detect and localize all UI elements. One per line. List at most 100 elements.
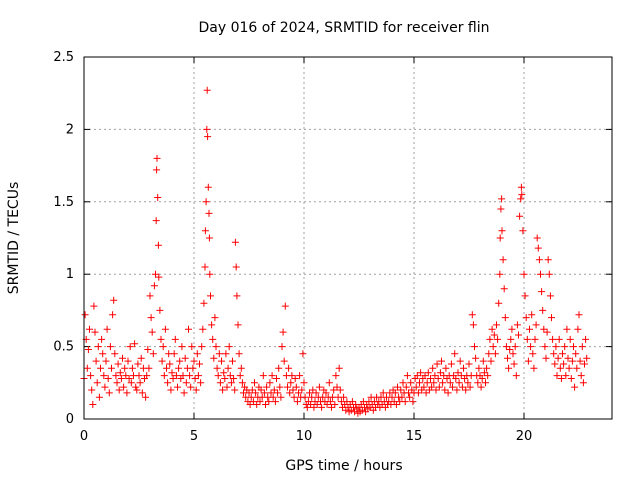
data-point xyxy=(298,386,306,394)
data-point xyxy=(233,292,241,300)
data-point xyxy=(252,389,260,397)
data-point xyxy=(310,403,318,411)
data-point xyxy=(271,398,279,406)
data-point xyxy=(482,379,489,387)
data-point xyxy=(438,357,445,365)
data-point xyxy=(533,234,541,242)
data-point xyxy=(427,375,434,382)
data-point xyxy=(275,364,283,372)
data-point xyxy=(421,372,429,380)
data-point xyxy=(506,346,514,353)
data-point xyxy=(86,325,93,333)
data-point xyxy=(166,360,174,368)
data-point xyxy=(452,375,460,382)
data-point xyxy=(567,375,575,382)
data-point xyxy=(512,372,520,380)
data-point xyxy=(146,292,154,300)
data-point xyxy=(527,343,535,351)
data-point xyxy=(143,372,151,380)
data-point xyxy=(83,364,91,372)
data-point xyxy=(204,183,212,191)
data-point xyxy=(565,364,573,372)
data-point xyxy=(551,360,559,368)
data-point xyxy=(204,133,212,141)
data-point xyxy=(245,389,253,397)
data-point xyxy=(516,212,524,220)
data-point xyxy=(401,398,409,406)
data-point xyxy=(111,350,119,358)
data-point xyxy=(203,125,211,133)
data-point xyxy=(330,386,338,394)
data-point xyxy=(152,217,160,225)
data-point xyxy=(549,335,557,343)
data-point xyxy=(502,343,510,351)
data-point xyxy=(431,372,439,380)
data-point xyxy=(560,360,568,368)
data-point xyxy=(505,364,513,372)
data-point xyxy=(168,369,176,377)
data-point xyxy=(509,350,517,358)
data-point xyxy=(435,383,443,391)
data-point xyxy=(191,375,199,382)
data-point xyxy=(523,335,531,343)
data-point xyxy=(313,401,321,408)
data-point xyxy=(174,383,181,391)
data-point xyxy=(277,393,285,401)
data-point xyxy=(215,350,223,358)
data-point xyxy=(428,383,436,391)
data-point xyxy=(518,191,526,199)
data-point xyxy=(582,335,590,343)
data-point xyxy=(556,364,564,372)
data-point xyxy=(513,321,521,329)
data-point xyxy=(216,379,224,387)
data-point xyxy=(477,383,485,391)
data-point xyxy=(153,154,161,162)
data-point xyxy=(221,375,229,382)
data-point xyxy=(301,393,309,401)
data-point xyxy=(138,389,146,397)
data-point xyxy=(583,354,591,362)
data-point xyxy=(257,386,265,394)
data-point xyxy=(336,386,344,394)
data-point xyxy=(262,401,269,408)
data-point xyxy=(224,364,232,372)
data-point xyxy=(273,375,280,382)
data-point xyxy=(280,357,288,365)
data-point xyxy=(135,372,143,380)
data-point xyxy=(483,364,491,372)
data-point xyxy=(213,364,221,372)
data-point xyxy=(187,383,195,391)
data-point xyxy=(229,357,236,365)
data-point xyxy=(192,386,200,394)
data-point xyxy=(531,335,539,343)
data-point xyxy=(117,375,125,382)
data-point xyxy=(287,379,295,387)
data-point xyxy=(104,375,112,382)
data-point xyxy=(403,372,411,380)
data-point xyxy=(288,372,296,380)
data-point xyxy=(231,238,239,246)
y-tick-label: 1.5 xyxy=(53,195,74,210)
data-point xyxy=(325,379,333,387)
data-point xyxy=(190,357,198,365)
data-point xyxy=(222,350,230,358)
data-point xyxy=(279,328,287,336)
data-point xyxy=(265,398,273,406)
data-point xyxy=(379,389,387,397)
data-point xyxy=(526,325,533,333)
data-point xyxy=(121,364,129,372)
data-point xyxy=(529,350,537,358)
data-point xyxy=(423,379,431,387)
data-point xyxy=(402,383,410,391)
data-point xyxy=(180,389,188,397)
data-point xyxy=(550,350,558,358)
data-point xyxy=(160,372,168,380)
data-point xyxy=(571,383,579,391)
data-point xyxy=(158,357,166,365)
data-point xyxy=(98,335,106,343)
data-point xyxy=(223,383,231,391)
data-point xyxy=(564,354,572,362)
data-point xyxy=(318,403,326,411)
data-point xyxy=(289,386,297,394)
data-point xyxy=(548,314,555,322)
